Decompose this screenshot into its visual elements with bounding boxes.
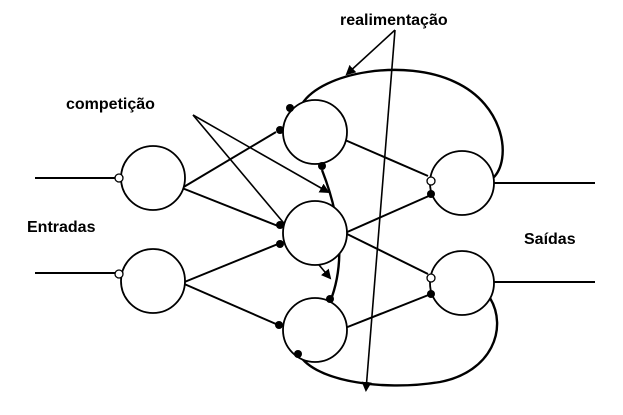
- solid-synapse-dot: [326, 295, 334, 303]
- solid-synapse-dot: [318, 162, 326, 170]
- solid-synapse-dot: [276, 240, 284, 248]
- solid-synapse-dot: [276, 126, 284, 134]
- solid-synapses: [275, 104, 435, 358]
- open-synapse-dot: [426, 176, 436, 186]
- solid-synapse-dot: [427, 290, 435, 298]
- input-neuron-1: [120, 145, 186, 211]
- inputs-label: Entradas: [27, 219, 96, 236]
- competition-label: competição: [66, 96, 155, 113]
- connection-line: [181, 131, 277, 189]
- output-neuron-1: [429, 150, 495, 216]
- solid-synapse-dot: [294, 350, 302, 358]
- open-synapse-dot: [114, 173, 124, 183]
- feedback-loop-lower: [296, 297, 499, 387]
- feedback-arrow-upper: [345, 29, 396, 76]
- connection-line: [344, 232, 429, 275]
- hidden-layer: [282, 99, 348, 363]
- hidden-output-connections: [344, 139, 432, 329]
- feedback-arrow-lower: [361, 29, 396, 392]
- hidden-neuron-2: [282, 200, 348, 266]
- connection-line: [181, 243, 279, 284]
- open-synapses: [114, 173, 436, 283]
- feedback-loop-upper: [300, 68, 504, 179]
- output-neuron-2: [429, 250, 495, 316]
- hidden-neuron-3: [282, 297, 348, 363]
- output-layer: [429, 150, 495, 316]
- open-synapse-dot: [426, 273, 436, 283]
- feedback-pointers: [345, 29, 396, 392]
- connection-line: [344, 194, 432, 234]
- input-layer: [120, 145, 186, 314]
- competition-arrow-upper: [192, 114, 330, 193]
- input-neuron-2: [120, 248, 186, 314]
- solid-synapse-dot: [427, 190, 435, 198]
- outputs-label: Saídas: [524, 231, 576, 248]
- feedback-label: realimentação: [340, 12, 448, 29]
- connection-line: [344, 293, 432, 329]
- connection-line: [181, 187, 279, 227]
- connection-line: [181, 282, 277, 325]
- input-hidden-connections: [181, 131, 279, 325]
- solid-synapse-dot: [286, 104, 294, 112]
- solid-synapse-dot: [276, 221, 284, 229]
- output-lines: [493, 182, 595, 283]
- connection-line: [344, 139, 429, 177]
- solid-synapse-dot: [275, 321, 283, 329]
- input-lines: [35, 177, 116, 274]
- open-synapse-dot: [114, 269, 124, 279]
